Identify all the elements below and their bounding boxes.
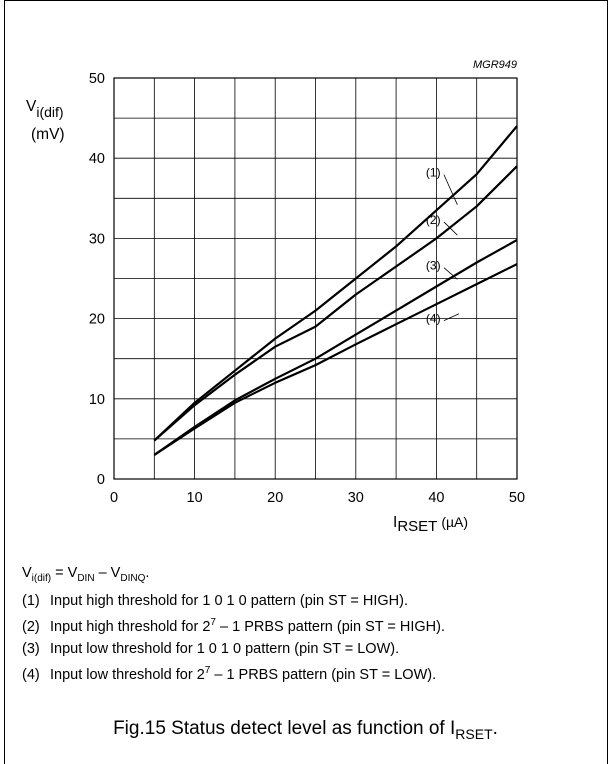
series-label-2: (2): [426, 213, 441, 227]
note-number: (4): [22, 666, 40, 683]
figure-code: MGR949: [473, 59, 517, 71]
series-line-4: [153, 263, 518, 456]
notes: Vi(dif) = VDIN – VDINQ. (1) Input high th…: [22, 562, 602, 686]
tick-labels: 0 10 20 30 40 50 0 10 20 30 40 50: [89, 71, 525, 506]
figure-caption: Fig.15 Status detect level as function o…: [0, 718, 611, 742]
x-axis-label-unit: (µA): [441, 514, 468, 530]
note-text: Input high threshold for 1 0 1 0 pattern…: [50, 592, 408, 609]
x-tick-label: 50: [509, 490, 525, 506]
y-tick-label: 50: [89, 71, 105, 87]
series-labels: (1) (2) (3) (4): [426, 166, 460, 326]
series-leader-2: [443, 221, 458, 236]
note-number: (1): [22, 592, 40, 609]
figure-frame: [4, 0, 608, 764]
y-axis-label-sub: i(dif): [36, 104, 63, 120]
def-t2-sub: DINQ: [120, 572, 146, 584]
y-tick-label: 30: [89, 231, 105, 247]
note-text: Input high threshold for 2: [50, 618, 211, 635]
y-axis-label: Vi(dif) (mV): [26, 98, 65, 143]
x-tick-label: 10: [187, 490, 203, 506]
def-lhs-sub: i(dif): [31, 572, 52, 584]
def-end: .: [145, 565, 150, 581]
chart: MGR949 Vi(dif) (mV) 0 10 20 30 40 50 0 10 20 30 40…: [26, 59, 525, 535]
y-tick-label: 40: [89, 151, 105, 167]
series-leader-3: [443, 267, 458, 280]
note-number: (3): [22, 640, 40, 657]
note-exponent: 7: [210, 616, 216, 628]
def-t1-sub: DIN: [77, 572, 95, 584]
def-minus: – V: [94, 565, 121, 581]
y-tick-label: 20: [89, 312, 105, 328]
x-tick-label: 30: [348, 490, 364, 506]
note-text: Input low threshold for 1 0 1 0 pattern …: [50, 640, 400, 657]
y-tick-label: 10: [89, 392, 105, 408]
series-label-3: (3): [426, 259, 441, 273]
series-label-4: (4): [426, 312, 441, 326]
note-text: Input low threshold for 2: [50, 666, 205, 683]
series-line-1: [153, 125, 518, 442]
series-label-1: (1): [426, 166, 441, 180]
series-leader-1: [443, 174, 458, 205]
x-axis-label: IRSET (µA): [393, 514, 468, 535]
note-number: (2): [22, 618, 40, 635]
note-4: (4) Input low threshold for 27 – 1 PRBS p…: [22, 660, 602, 686]
series-lines: [153, 125, 518, 456]
x-tick-label: 20: [267, 490, 283, 506]
def-eq: = V: [51, 565, 78, 581]
note-text-end: – 1 PRBS pattern (pin ST = HIGH).: [215, 618, 445, 635]
x-tick-label: 40: [428, 490, 444, 506]
note-text-end: – 1 PRBS pattern (pin ST = LOW).: [210, 666, 437, 683]
x-axis-label-main: I: [393, 514, 397, 531]
caption-text: Fig.15 Status detect level as function o…: [113, 718, 456, 739]
y-tick-label: 0: [97, 472, 105, 488]
svg-text:Vi(dif): Vi(dif): [26, 98, 64, 120]
caption-end: .: [492, 718, 498, 739]
y-axis-label-main: V: [26, 98, 37, 115]
series-leader-4: [443, 313, 460, 321]
note-exponent: 7: [204, 664, 211, 676]
def-lhs: V: [22, 565, 32, 581]
note-3: (3) Input low threshold for 1 0 1 0 patte…: [22, 638, 602, 660]
series-line-3: [153, 239, 518, 456]
caption-sub: RSET: [455, 725, 493, 742]
note-2: (2) Input high threshold for 27 – 1 PRBS …: [22, 612, 602, 638]
x-axis-label-sub: RSET: [397, 518, 437, 535]
y-axis-unit: (mV): [31, 126, 65, 143]
x-tick-label: 0: [110, 490, 118, 506]
definition-line: Vi(dif) = VDIN – VDINQ.: [22, 562, 602, 590]
series-line-2: [153, 165, 518, 442]
note-1: (1) Input high threshold for 1 0 1 0 patt…: [22, 590, 602, 612]
